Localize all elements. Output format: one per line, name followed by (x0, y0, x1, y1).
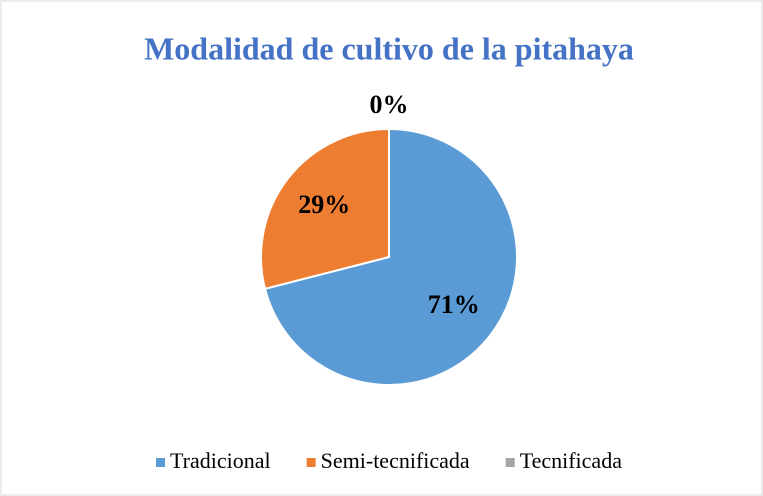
pie-slice (260, 127, 390, 291)
legend-label: Tradicional (170, 448, 271, 473)
legend-label: Semi-tecnificada (321, 448, 470, 473)
data-label: 29% (298, 190, 350, 219)
data-label: 0% (370, 90, 409, 119)
data-label: 71% (428, 290, 480, 319)
pie-slice (263, 127, 518, 386)
legend-swatch (156, 458, 166, 467)
legend-swatch (505, 458, 515, 467)
legend-swatch (306, 458, 316, 467)
chart-title: Modalidad de cultivo de la pitahaya (144, 30, 634, 66)
legend-label: Tecnificada (520, 448, 623, 473)
